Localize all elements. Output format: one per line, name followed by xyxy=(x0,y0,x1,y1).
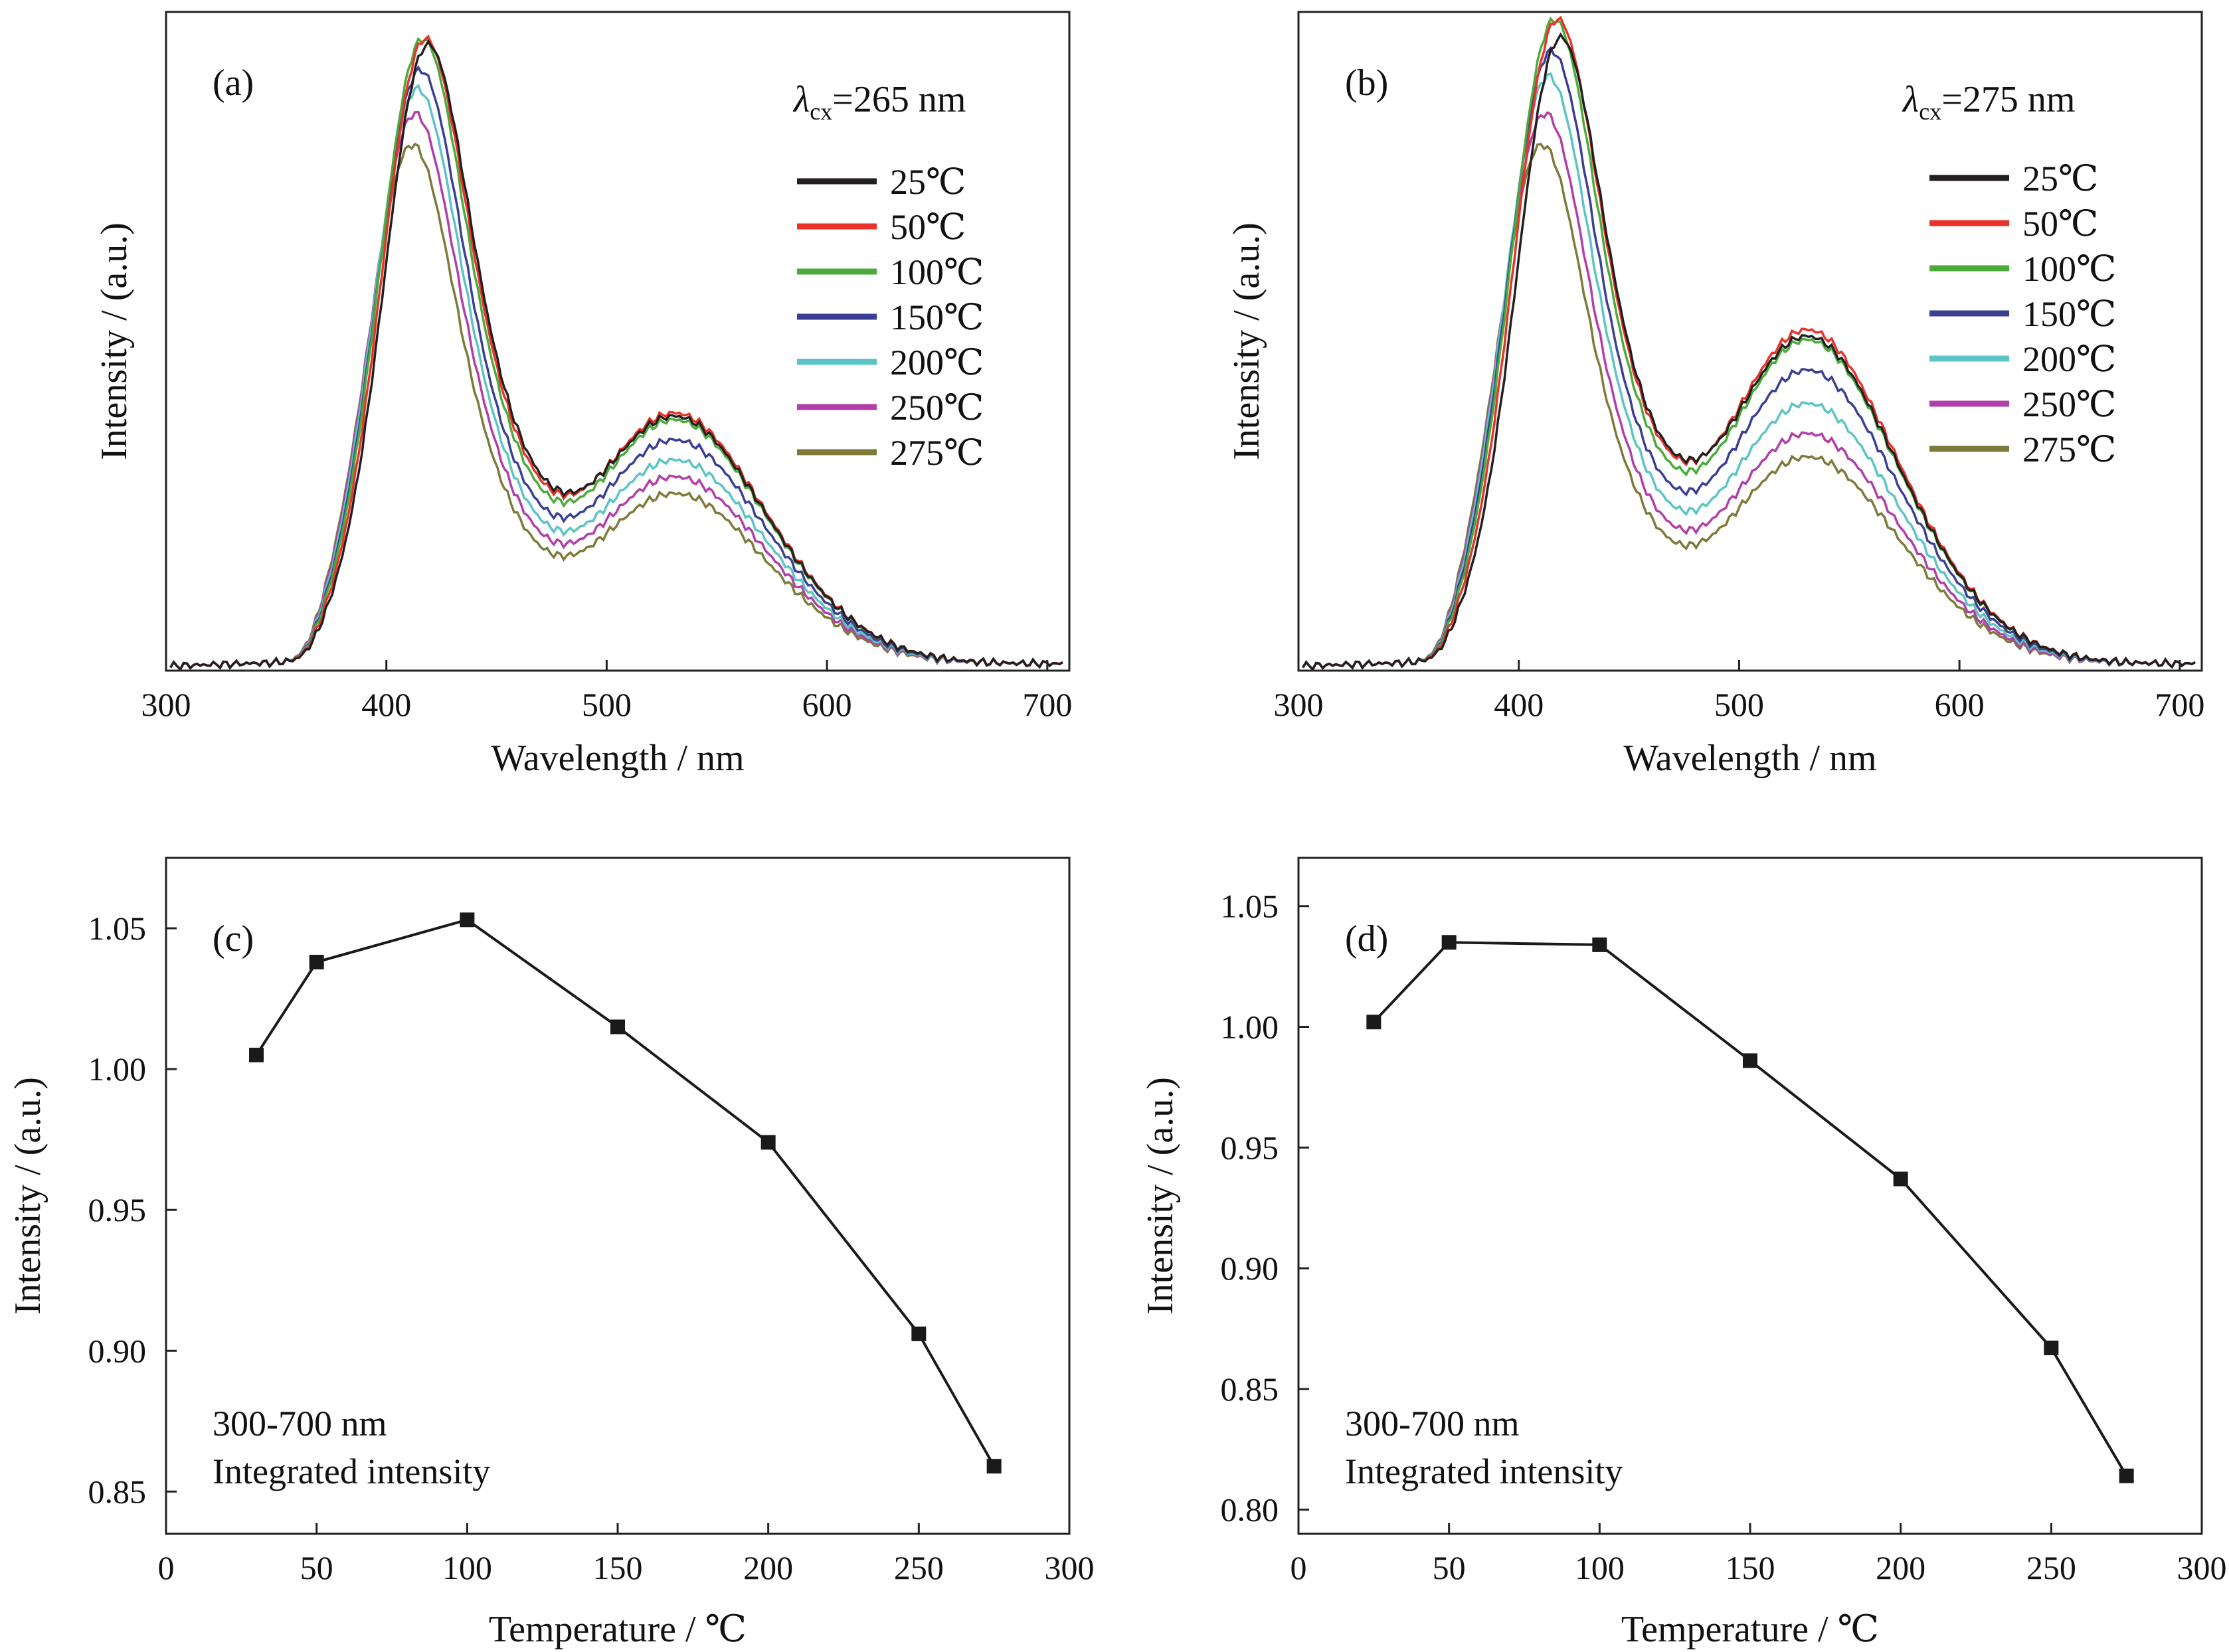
y-tick-label: 0.85 xyxy=(1221,1370,1279,1408)
data-point xyxy=(911,1326,927,1341)
y-axis-title: Intensity / (a.u.) xyxy=(1226,222,1267,460)
data-point xyxy=(610,1019,625,1034)
legend-label: 150℃ xyxy=(890,297,984,337)
data-point xyxy=(1366,1015,1382,1030)
x-tick-label: 700 xyxy=(2155,686,2204,723)
y-tick-label: 1.05 xyxy=(1221,888,1279,925)
x-tick-label: 250 xyxy=(2026,1549,2076,1586)
x-tick-label: 600 xyxy=(1935,686,1985,723)
x-axis-title: Wavelength / nm xyxy=(491,738,744,779)
legend-label: 25℃ xyxy=(2022,159,2098,199)
data-point xyxy=(1441,935,1457,950)
annotation-line: 300-700 nm xyxy=(1345,1404,1520,1444)
legend-label: 50℃ xyxy=(890,207,966,247)
y-tick-label: 0.90 xyxy=(88,1332,147,1369)
data-point xyxy=(2119,1468,2134,1483)
plot-frame xyxy=(165,11,1071,672)
y-axis-title: Intensity / (a.u.) xyxy=(1140,1077,1181,1315)
x-tick-label: 200 xyxy=(743,1549,793,1586)
excitation-label: λcx=265 nm xyxy=(792,79,966,125)
x-tick-label: 400 xyxy=(361,686,411,723)
x-tick-label: 500 xyxy=(1714,686,1764,723)
y-tick-label: 1.00 xyxy=(1221,1009,1279,1046)
excitation-value: =265 nm xyxy=(832,79,966,120)
data-point xyxy=(460,912,475,928)
data-point xyxy=(2044,1341,2059,1356)
x-tick-label: 300 xyxy=(1045,1549,1095,1586)
y-tick-label: 1.05 xyxy=(88,910,147,947)
legend-label: 250℃ xyxy=(2022,384,2116,424)
spectrum-line-25℃ xyxy=(1302,32,2196,671)
excitation-symbol: λ xyxy=(792,79,810,120)
x-tick-label: 150 xyxy=(593,1549,643,1586)
legend-label: 50℃ xyxy=(2022,204,2098,244)
x-tick-label: 300 xyxy=(2177,1549,2227,1586)
data-point xyxy=(1893,1171,1908,1187)
chart-panel-a: 300 400 500 600 700 Wavelength / nm Intensity … xyxy=(94,11,1072,779)
data-point xyxy=(760,1135,776,1150)
y-tick-label: 0.85 xyxy=(88,1473,147,1510)
series-line xyxy=(1372,941,2128,1477)
data-point xyxy=(986,1459,1002,1474)
y-tick-label: 0.90 xyxy=(1221,1250,1279,1287)
data-point xyxy=(1743,1053,1757,1068)
x-tick-label: 150 xyxy=(1726,1549,1775,1586)
legend-label: 100℃ xyxy=(2022,249,2116,289)
x-tick-label: 300 xyxy=(141,686,191,723)
chart-panel-c: 0 50 100 150 200 250 300 0.85 0.90 0.95 1.00 1.05 Te… xyxy=(7,857,1095,1650)
x-axis-title: Temperature / ℃ xyxy=(1621,1609,1879,1650)
excitation-subscript: cx xyxy=(1919,98,1941,125)
panel-label: (b) xyxy=(1345,62,1388,104)
plot-frame xyxy=(1297,11,2203,672)
chart-panel-d: 0 50 100 150 200 250 300 0.80 0.85 0.90 0.95 1.00 1.… xyxy=(1140,857,2227,1650)
panel-label: (d) xyxy=(1345,918,1388,959)
legend-label: 100℃ xyxy=(890,252,984,292)
legend-label: 275℃ xyxy=(890,433,984,473)
x-tick-label: 500 xyxy=(582,686,632,723)
x-tick-label: 300 xyxy=(1274,686,1324,723)
x-tick-label: 700 xyxy=(1022,686,1072,723)
excitation-label: λcx=275 nm xyxy=(1902,79,2075,125)
x-tick-label: 50 xyxy=(1433,1549,1466,1586)
legend-label: 275℃ xyxy=(2022,430,2116,469)
legend-label: 150℃ xyxy=(2022,294,2116,334)
panel-label: (a) xyxy=(213,62,254,104)
y-tick-label: 1.00 xyxy=(88,1050,147,1088)
panel-label: (c) xyxy=(213,918,254,959)
x-tick-label: 0 xyxy=(1291,1549,1307,1586)
x-tick-label: 100 xyxy=(1575,1549,1625,1586)
x-tick-label: 50 xyxy=(300,1549,333,1586)
annotation-line: 300-700 nm xyxy=(213,1404,387,1444)
series-line xyxy=(255,918,996,1467)
legend-label: 25℃ xyxy=(890,162,966,202)
x-tick-label: 250 xyxy=(894,1549,944,1586)
excitation-subscript: cx xyxy=(810,98,832,125)
x-tick-label: 100 xyxy=(442,1549,492,1586)
annotation-line: Integrated intensity xyxy=(213,1451,490,1491)
y-tick-label: 0.95 xyxy=(88,1191,147,1228)
legend-label: 250℃ xyxy=(890,388,984,428)
excitation-value: =275 nm xyxy=(1941,79,2075,120)
x-axis-title: Temperature / ℃ xyxy=(489,1609,747,1650)
x-tick-label: 0 xyxy=(158,1549,175,1586)
x-tick-label: 400 xyxy=(1494,686,1544,723)
excitation-symbol: λ xyxy=(1902,79,1919,120)
y-tick-label: 0.95 xyxy=(1221,1129,1279,1166)
spectrum-line-25℃ xyxy=(169,39,1063,671)
x-axis-title: Wavelength / nm xyxy=(1623,738,1876,779)
data-point xyxy=(309,954,324,969)
legend-label: 200℃ xyxy=(890,343,984,382)
data-point xyxy=(1592,937,1607,952)
y-axis-title: Intensity / (a.u.) xyxy=(7,1077,48,1315)
y-axis-title: Intensity / (a.u.) xyxy=(94,222,135,460)
x-tick-label: 200 xyxy=(1876,1549,1925,1586)
x-tick-label: 600 xyxy=(802,686,852,723)
chart-panel-b: 300 400 500 600 700 Wavelength / nm Intensity … xyxy=(1226,11,2204,779)
data-point xyxy=(249,1047,264,1062)
y-tick-label: 0.80 xyxy=(1221,1491,1279,1528)
legend-label: 200℃ xyxy=(2022,339,2116,379)
annotation-line: Integrated intensity xyxy=(1345,1451,1623,1491)
